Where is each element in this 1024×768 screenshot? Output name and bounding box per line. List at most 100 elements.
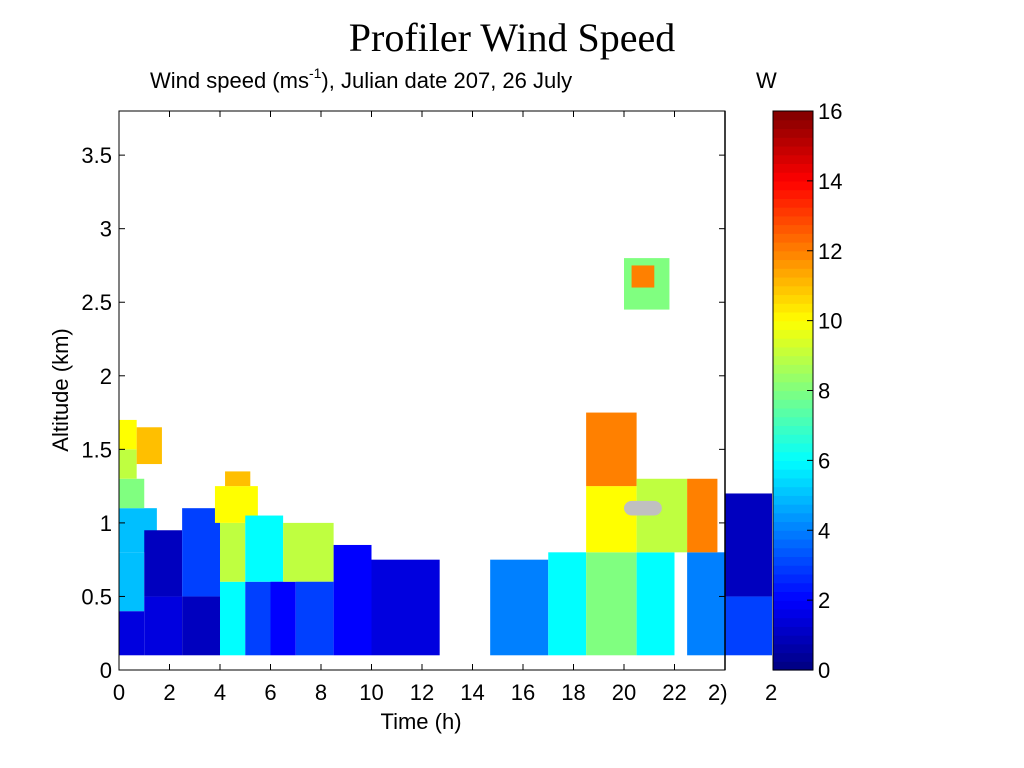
y-tick-label: 3 xyxy=(100,217,112,242)
colorbar-segment xyxy=(773,643,813,654)
x-tick-clipped-2: 2 xyxy=(765,680,777,705)
heatmap-cell xyxy=(119,419,137,450)
colorbar-segment xyxy=(773,390,813,400)
y-tick-label: 0 xyxy=(100,658,112,683)
colorbar xyxy=(772,110,814,671)
x-tick-label: 18 xyxy=(561,680,585,705)
y-axis-ticks: 0 0.5 1 1.5 2 2.5 3 3.5 xyxy=(81,143,725,683)
x-tick-label: 20 xyxy=(612,680,636,705)
colorbar-segment xyxy=(773,338,813,348)
colorbar-tick-label: 0 xyxy=(818,658,830,683)
x-tick-label: 16 xyxy=(511,680,535,705)
x-tick-label: 2 xyxy=(163,680,175,705)
colorbar-segment xyxy=(773,329,813,339)
colorbar-segment xyxy=(773,451,813,461)
heatmap-cell xyxy=(725,493,772,597)
colorbar-segment xyxy=(773,556,813,566)
heatmap-cell xyxy=(119,478,145,509)
colorbar-segment xyxy=(773,224,813,234)
x-axis-ticks: 0 2 4 6 8 10 12 14 16 18 20 22 xyxy=(113,111,687,705)
colorbar-segment xyxy=(773,538,813,549)
chart-title-suffix: ), Julian date 207, 26 July xyxy=(321,68,572,93)
colorbar-segment xyxy=(773,495,813,505)
colorbar-segment xyxy=(773,355,813,365)
colorbar-segment xyxy=(773,608,813,619)
colorbar-segment xyxy=(773,294,813,304)
y-tick-label: 2.5 xyxy=(81,290,112,315)
x-tick-label: 6 xyxy=(264,680,276,705)
colorbar-tick-label: 4 xyxy=(818,518,830,543)
heatmap-cell xyxy=(270,581,296,656)
colorbar-segment xyxy=(773,652,813,662)
chart-title-prefix: Wind speed (ms xyxy=(150,68,309,93)
x-tick-label: 12 xyxy=(410,680,434,705)
colorbar-segment xyxy=(773,154,813,165)
heatmap-cell xyxy=(636,552,675,656)
colorbar-segment xyxy=(773,172,813,182)
colorbar-segment xyxy=(773,111,813,121)
colorbar-ticks: 0 2 4 6 8 10 12 14 16 xyxy=(807,99,842,683)
colorbar-segment xyxy=(773,259,813,269)
y-tick-label: 1 xyxy=(100,511,112,536)
page-title: Profiler Wind Speed xyxy=(348,15,676,60)
y-axis-label: Altitude (km) xyxy=(48,328,73,451)
colorbar-segment xyxy=(773,661,813,671)
heatmap-cell xyxy=(586,552,637,656)
colorbar-tick-label: 10 xyxy=(818,309,842,334)
colorbar-segment xyxy=(773,425,813,435)
y-tick-label: 2 xyxy=(100,364,112,389)
colorbar-segment xyxy=(773,163,813,173)
colorbar-segment xyxy=(773,233,813,243)
heatmap-cell xyxy=(371,559,440,656)
colorbar-segment xyxy=(773,207,813,217)
x-tick-label: 22 xyxy=(662,680,686,705)
colorbar-segment xyxy=(773,128,813,138)
heatmap-cell xyxy=(548,552,587,656)
heatmap-cell xyxy=(490,559,549,656)
colorbar-segment xyxy=(773,381,813,392)
colorbar-segment xyxy=(773,276,813,287)
colorbar-segment xyxy=(773,407,813,418)
colorbar-segment xyxy=(773,617,813,627)
colorbar-tick-label: 6 xyxy=(818,448,830,473)
y-tick-label: 1.5 xyxy=(81,437,112,462)
colorbar-segment xyxy=(773,119,813,130)
heatmap-cell xyxy=(687,478,718,553)
colorbar-segment xyxy=(773,364,813,374)
y-tick-label: 3.5 xyxy=(81,143,112,168)
heatmap-cell xyxy=(687,552,725,656)
colorbar-segment xyxy=(773,198,813,208)
colorbar-segment xyxy=(773,180,813,191)
colorbar-segment xyxy=(773,469,813,479)
colorbar-segment xyxy=(773,626,813,636)
heatmap-cell xyxy=(295,581,334,656)
colorbar-segment xyxy=(773,250,813,261)
colorbar-segment xyxy=(773,242,813,252)
colorbar-segment xyxy=(773,460,813,470)
heatmap-cell xyxy=(725,596,772,656)
colorbar-segment xyxy=(773,442,813,453)
missing-data-cell xyxy=(624,500,662,516)
colorbar-tick-label: 8 xyxy=(818,379,830,404)
colorbar-segment xyxy=(773,573,813,584)
heatmap-cell xyxy=(586,412,637,487)
heatmap-cell xyxy=(119,552,145,612)
colorbar-segment xyxy=(773,547,813,558)
heatmap-cells xyxy=(119,258,772,656)
colorbar-segment xyxy=(773,320,813,330)
colorbar-segment xyxy=(773,530,813,540)
x-tick-label: 10 xyxy=(359,680,383,705)
heatmap-cell xyxy=(182,596,220,656)
chart-title-sup: -1 xyxy=(309,65,322,81)
colorbar-segment xyxy=(773,477,813,488)
heatmap-cell xyxy=(333,544,372,656)
x-tick-clipped: 2) xyxy=(708,680,728,705)
x-tick-label: 4 xyxy=(214,680,226,705)
colorbar-segment xyxy=(773,521,813,531)
x-tick-label: 8 xyxy=(315,680,327,705)
colorbar-tick-label: 2 xyxy=(818,588,830,613)
y-tick-label: 0.5 xyxy=(81,584,112,609)
heatmap-cell xyxy=(283,522,334,582)
heatmap-cell xyxy=(144,596,183,656)
heatmap-cell xyxy=(182,508,220,597)
